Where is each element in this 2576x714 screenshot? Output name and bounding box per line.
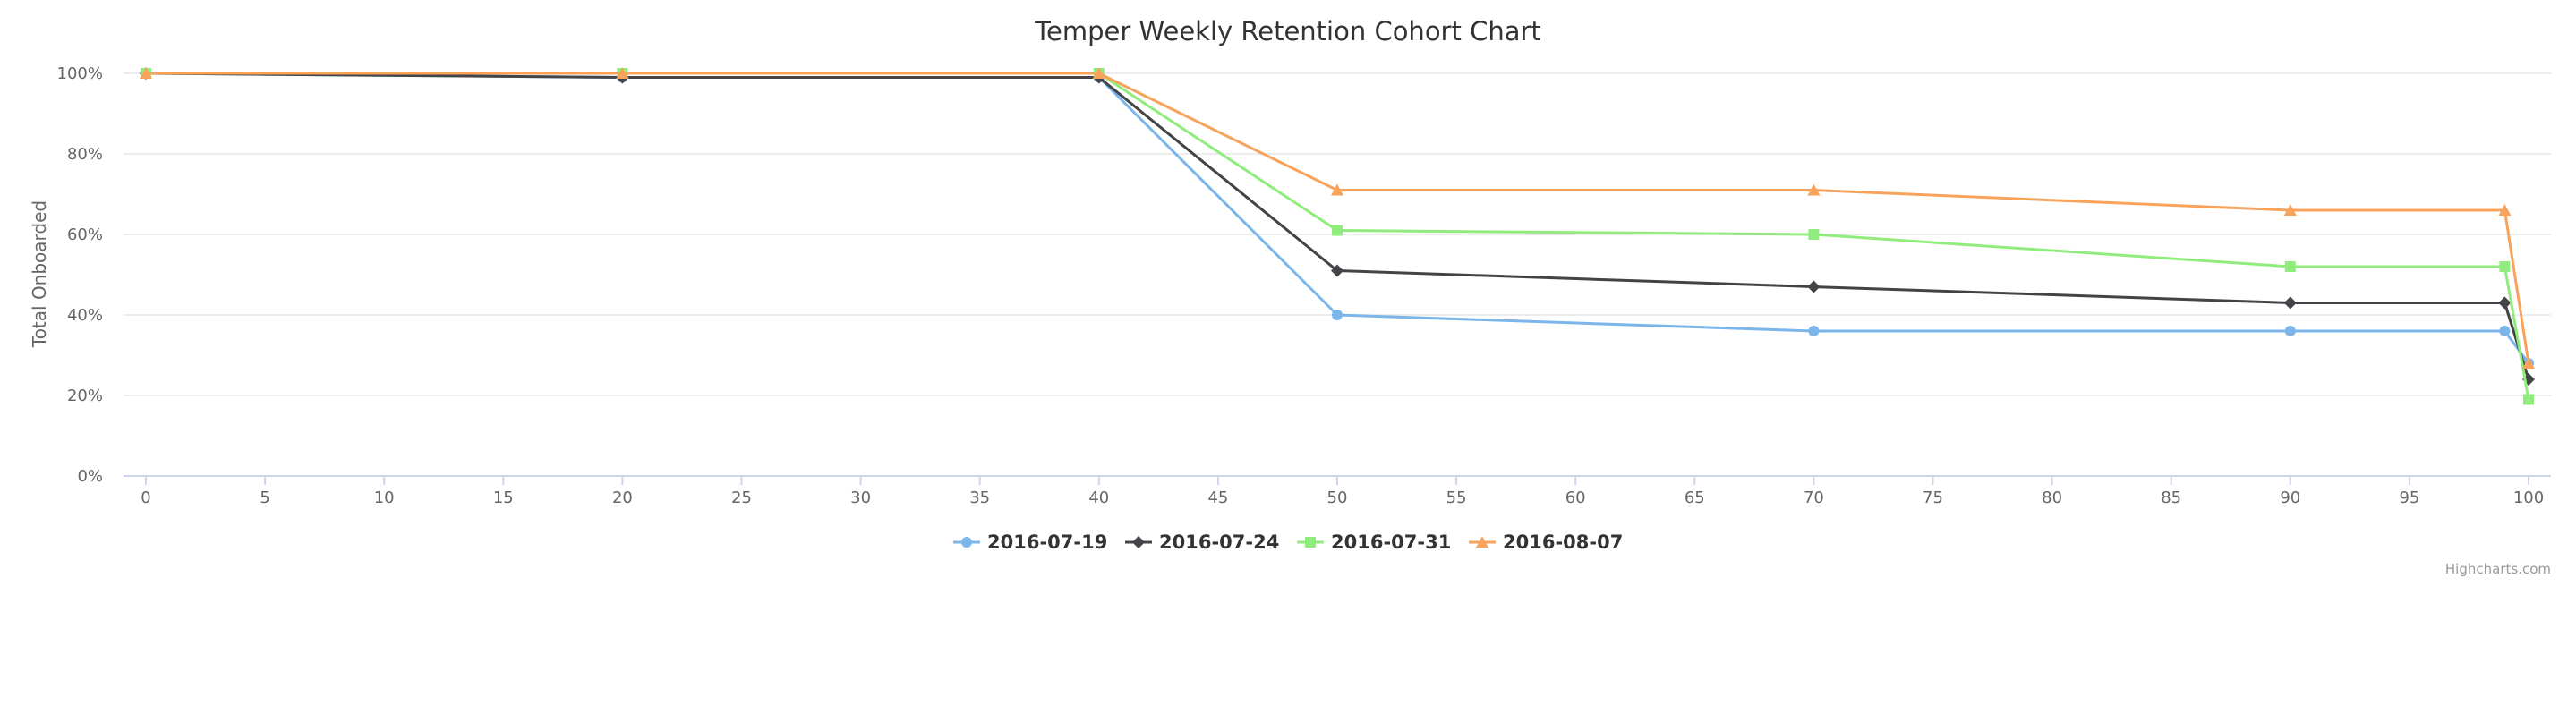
data-point: [2498, 204, 2512, 216]
data-point: [2499, 326, 2511, 336]
y-axis: 0% 20% 40% 60% 80% 100%: [57, 64, 103, 486]
y-tick-label: 0%: [77, 467, 103, 486]
data-point: [1807, 183, 1821, 196]
y-tick-label: 40%: [67, 306, 103, 325]
data-point: [1808, 326, 1820, 336]
legend-marker: [1476, 536, 1488, 548]
x-tick-label: 80: [2042, 489, 2062, 507]
series-2016-07-19: [141, 68, 2534, 369]
data-point: [616, 67, 629, 79]
legend-label: 2016-08-07: [1503, 531, 1623, 553]
y-tick-label: 80%: [67, 145, 103, 164]
x-tick-label: 60: [1565, 489, 1586, 507]
legend: 2016-07-19 2016-07-24 2016-07-31 2016-08-07: [953, 531, 1623, 553]
series-line: [146, 72, 2530, 364]
x-tick-label: 45: [1207, 489, 1228, 507]
data-point: [1808, 229, 1820, 240]
data-point: [1332, 225, 1343, 236]
x-tick-label: 35: [969, 489, 990, 507]
legend-label: 2016-07-31: [1331, 531, 1451, 553]
data-point: [2284, 326, 2296, 336]
credits-link[interactable]: Highcharts.com: [2445, 561, 2551, 577]
x-tick-label: 75: [1923, 489, 1943, 507]
data-point: [2283, 204, 2297, 216]
data-point: [1331, 264, 1343, 277]
x-tick-label: 95: [2399, 489, 2419, 507]
x-tick-label: 20: [612, 489, 633, 507]
legend-label: 2016-07-24: [1159, 531, 1279, 553]
x-tick-label: 85: [2161, 489, 2181, 507]
chart-title: Temper Weekly Retention Cohort Chart: [1034, 16, 1541, 47]
legend-item[interactable]: 2016-07-24: [1125, 531, 1279, 553]
data-point: [2522, 357, 2535, 369]
x-tick-label: 100: [2513, 489, 2544, 507]
legend-label: 2016-07-19: [987, 531, 1107, 553]
x-tick-label: 10: [374, 489, 395, 507]
data-point: [2498, 296, 2512, 310]
data-point: [2283, 296, 2297, 310]
x-tick-label: 55: [1446, 489, 1467, 507]
x-tick-label: 25: [731, 489, 752, 507]
series-2016-08-07: [140, 67, 2535, 369]
data-point: [140, 67, 152, 79]
data-point: [2499, 261, 2511, 272]
x-tick-label: 5: [260, 489, 269, 507]
series-line: [145, 72, 2530, 380]
x-tick-label: 90: [2280, 489, 2300, 507]
legend-marker: [1305, 537, 1316, 548]
legend-marker: [1132, 536, 1145, 548]
y-tick-label: 20%: [67, 387, 103, 405]
data-point: [1092, 67, 1105, 79]
x-tick-label: 0: [141, 489, 150, 507]
x-tick-label: 15: [493, 489, 514, 507]
data-point: [1807, 280, 1821, 293]
data-point: [2523, 394, 2534, 405]
series-2016-07-31: [141, 68, 2534, 405]
series-layer: [140, 67, 2535, 405]
x-tick-label: 65: [1685, 489, 1705, 507]
x-axis: 0 5 10 15 20 25 30 35 40 45 50 55 60 65 70 75 80 85 90 95 10…: [124, 475, 2551, 507]
data-point: [2284, 261, 2296, 272]
y-tick-label: 100%: [57, 64, 103, 83]
x-tick-label: 40: [1088, 489, 1109, 507]
x-tick-label: 70: [1804, 489, 1824, 507]
x-tick-label: 50: [1327, 489, 1348, 507]
legend-item[interactable]: 2016-07-19: [953, 531, 1107, 553]
x-tick-label: 30: [850, 489, 871, 507]
y-axis-label: Total Onboarded: [29, 200, 50, 348]
legend-item[interactable]: 2016-08-07: [1469, 531, 1623, 553]
data-point: [1332, 310, 1343, 320]
series-line: [146, 72, 2530, 400]
legend-item[interactable]: 2016-07-31: [1297, 531, 1451, 553]
data-point: [1331, 183, 1343, 196]
legend-marker: [961, 537, 972, 548]
y-tick-label: 60%: [67, 225, 103, 244]
